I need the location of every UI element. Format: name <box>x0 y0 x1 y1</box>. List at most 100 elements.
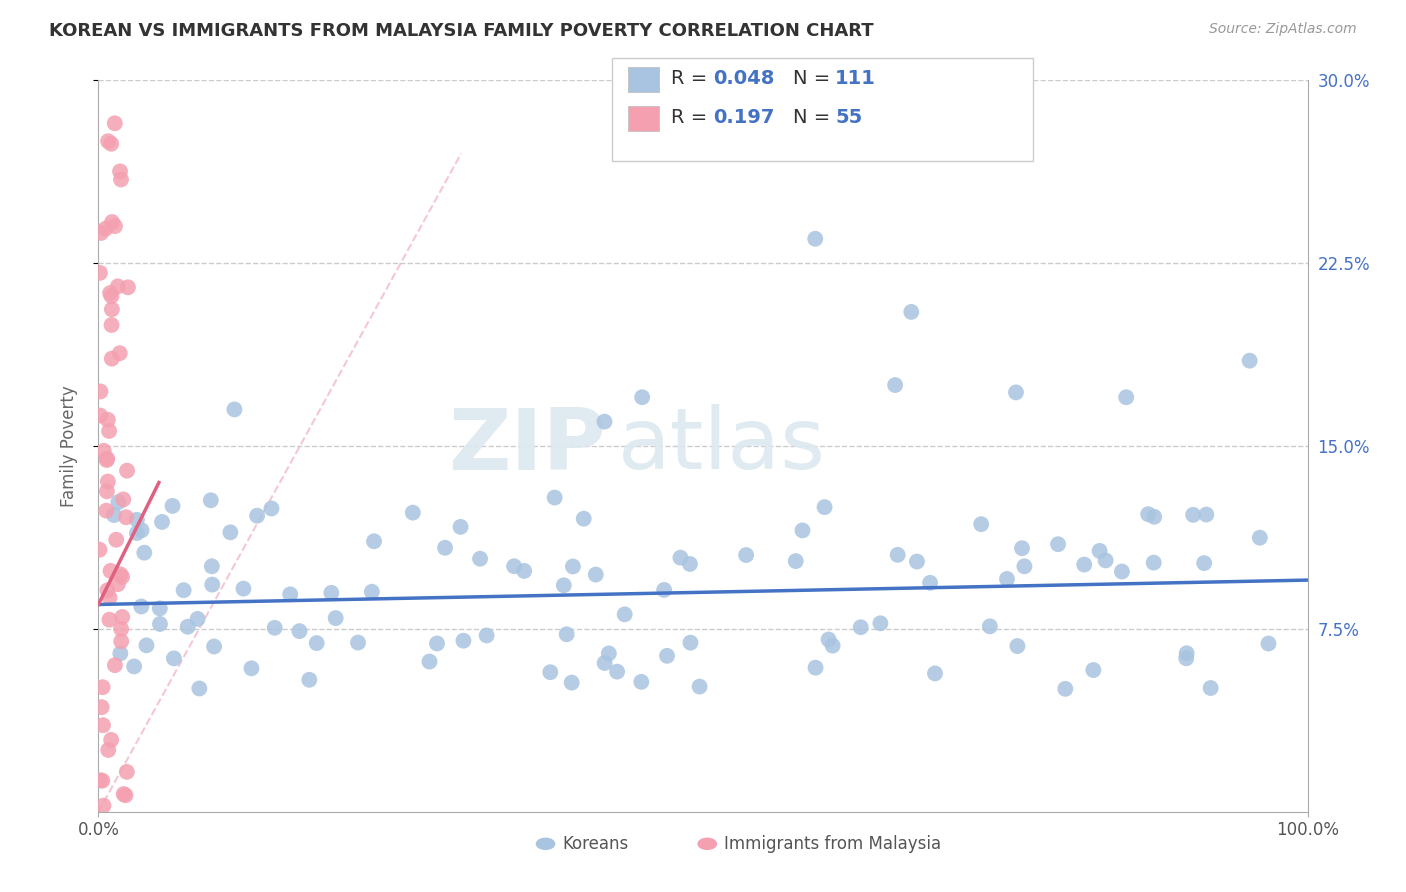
Point <box>173 583 195 598</box>
Point <box>101 215 124 229</box>
Point <box>1073 558 1095 572</box>
Point <box>96 583 118 598</box>
Point <box>924 666 946 681</box>
Point <box>475 628 498 642</box>
Point <box>89 384 111 399</box>
Point <box>817 632 839 647</box>
Point <box>669 550 692 565</box>
Point <box>572 511 595 525</box>
Point <box>98 286 121 301</box>
Point <box>453 633 475 648</box>
Point <box>107 577 129 591</box>
Point <box>104 658 127 673</box>
Point <box>108 346 131 360</box>
Point <box>91 680 114 694</box>
Point <box>115 764 138 779</box>
Point <box>108 164 131 178</box>
Point <box>202 640 225 654</box>
Point <box>98 591 121 605</box>
Point <box>97 413 120 427</box>
Point <box>1199 681 1222 695</box>
Point <box>679 635 702 649</box>
Text: Source: ZipAtlas.com: Source: ZipAtlas.com <box>1209 22 1357 37</box>
Point <box>150 515 173 529</box>
Point <box>785 554 807 568</box>
Point <box>188 681 211 696</box>
Point <box>1011 541 1033 556</box>
Point <box>246 508 269 523</box>
Point <box>97 743 120 757</box>
Point <box>110 634 132 648</box>
Point <box>813 500 835 515</box>
Point <box>869 616 891 631</box>
Point <box>593 415 616 429</box>
Point <box>689 680 711 694</box>
Point <box>90 700 112 714</box>
Point <box>792 524 814 538</box>
Point <box>918 575 941 590</box>
Point <box>201 559 224 574</box>
Point <box>263 621 285 635</box>
Point <box>110 622 132 636</box>
Point <box>631 390 654 404</box>
Point <box>98 424 121 438</box>
Point <box>1054 681 1077 696</box>
Point <box>655 648 678 663</box>
Text: R =: R = <box>671 108 713 128</box>
Point <box>93 798 115 813</box>
Point <box>89 266 111 280</box>
Point <box>585 567 607 582</box>
Point <box>418 655 440 669</box>
Point <box>224 402 246 417</box>
Point <box>598 647 620 661</box>
Point <box>804 661 827 675</box>
Point <box>93 443 115 458</box>
Text: Immigrants from Malaysia: Immigrants from Malaysia <box>724 835 941 853</box>
Point <box>679 557 702 571</box>
Point <box>1175 651 1198 665</box>
Point <box>101 302 124 317</box>
Point <box>125 526 148 541</box>
Point <box>402 506 425 520</box>
Point <box>1005 385 1028 400</box>
Point <box>606 665 628 679</box>
Text: N =: N = <box>793 108 837 128</box>
Text: 111: 111 <box>835 69 876 88</box>
Point <box>321 586 343 600</box>
Point <box>219 525 242 540</box>
Text: R =: R = <box>671 69 713 88</box>
Point <box>360 584 382 599</box>
Point <box>1088 544 1111 558</box>
Point <box>114 789 136 803</box>
Point <box>122 659 145 673</box>
Point <box>187 612 209 626</box>
Point <box>162 499 184 513</box>
Point <box>89 773 111 788</box>
Point <box>115 510 138 524</box>
Point <box>886 548 908 562</box>
Point <box>613 607 636 622</box>
Point <box>347 635 370 649</box>
Point <box>112 787 135 801</box>
Point <box>111 570 134 584</box>
Y-axis label: Family Poverty: Family Poverty <box>59 385 77 507</box>
Point <box>298 673 321 687</box>
Point <box>900 305 922 319</box>
Point <box>325 611 347 625</box>
Point <box>112 492 135 507</box>
Point <box>105 533 128 547</box>
Point <box>468 551 491 566</box>
Point <box>1014 559 1036 574</box>
Point <box>115 464 138 478</box>
Point <box>89 542 111 557</box>
Point <box>1111 565 1133 579</box>
Point <box>100 732 122 747</box>
Point <box>1115 390 1137 404</box>
Text: atlas: atlas <box>619 404 827 488</box>
Point <box>450 520 472 534</box>
Point <box>232 582 254 596</box>
Point <box>110 567 132 582</box>
Point <box>200 493 222 508</box>
Point <box>98 613 121 627</box>
Point <box>90 226 112 240</box>
